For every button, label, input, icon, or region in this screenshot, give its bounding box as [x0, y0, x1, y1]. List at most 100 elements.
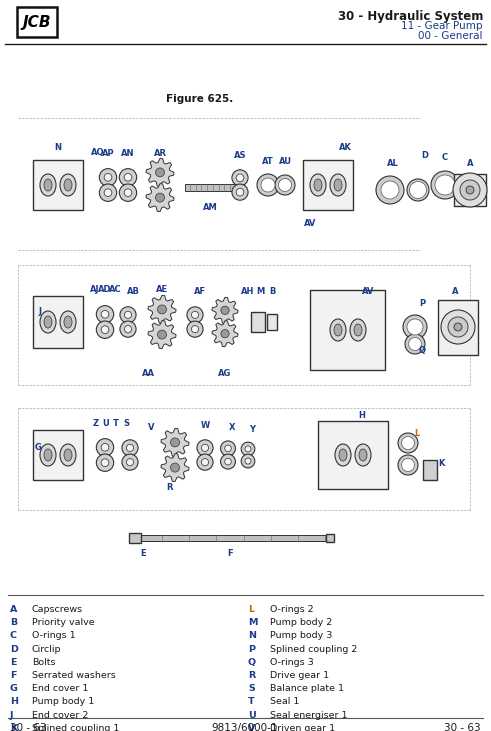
Text: AH: AH — [241, 287, 255, 297]
Circle shape — [119, 169, 136, 186]
Circle shape — [402, 458, 414, 471]
Ellipse shape — [40, 174, 56, 196]
Polygon shape — [161, 454, 189, 482]
Text: Z: Z — [93, 419, 99, 428]
Circle shape — [405, 334, 425, 354]
Text: T: T — [113, 419, 119, 428]
Text: R: R — [248, 671, 255, 680]
Circle shape — [221, 330, 229, 338]
Circle shape — [257, 174, 279, 196]
Text: G: G — [34, 442, 41, 452]
Circle shape — [101, 444, 109, 451]
Circle shape — [453, 173, 487, 207]
Text: 11 - Gear Pump: 11 - Gear Pump — [402, 21, 483, 31]
Text: Serrated washers: Serrated washers — [32, 671, 116, 680]
Text: T: T — [248, 697, 255, 706]
Text: Pump body 1: Pump body 1 — [32, 697, 94, 706]
Circle shape — [191, 325, 198, 333]
Text: F: F — [10, 671, 17, 680]
Circle shape — [232, 170, 248, 186]
Circle shape — [220, 454, 236, 469]
Text: O-rings 2: O-rings 2 — [270, 605, 314, 614]
Circle shape — [376, 176, 404, 204]
Text: AF: AF — [194, 287, 206, 297]
Text: AD: AD — [98, 284, 112, 294]
Circle shape — [221, 306, 229, 314]
Ellipse shape — [60, 174, 76, 196]
Bar — [438, 300, 478, 355]
Circle shape — [448, 317, 468, 337]
Ellipse shape — [64, 179, 72, 191]
Text: Q: Q — [418, 346, 426, 355]
Circle shape — [225, 458, 231, 465]
Circle shape — [96, 306, 114, 323]
Circle shape — [431, 171, 459, 199]
Circle shape — [96, 454, 114, 471]
Ellipse shape — [60, 444, 76, 466]
Text: M: M — [256, 287, 264, 297]
Text: Figure 625.: Figure 625. — [166, 94, 234, 104]
Text: K: K — [438, 458, 444, 468]
Circle shape — [122, 454, 138, 470]
Text: V: V — [248, 724, 255, 731]
Circle shape — [236, 189, 244, 196]
Text: O-rings 3: O-rings 3 — [270, 658, 314, 667]
Circle shape — [99, 184, 117, 201]
Text: P: P — [419, 300, 425, 308]
Circle shape — [104, 173, 112, 181]
Bar — [129, 533, 141, 543]
Circle shape — [245, 446, 251, 452]
Text: M: M — [248, 618, 257, 627]
Circle shape — [241, 442, 255, 455]
Circle shape — [124, 311, 132, 319]
Circle shape — [158, 305, 166, 314]
Circle shape — [191, 311, 198, 319]
Text: L: L — [414, 428, 420, 437]
Ellipse shape — [334, 324, 342, 336]
Text: K: K — [10, 724, 17, 731]
Text: 9813/6000-1: 9813/6000-1 — [212, 723, 278, 731]
Text: Seal 1: Seal 1 — [270, 697, 300, 706]
Circle shape — [119, 184, 136, 201]
Text: Splined coupling 1: Splined coupling 1 — [32, 724, 119, 731]
Circle shape — [398, 433, 418, 453]
Text: C: C — [442, 153, 448, 162]
Text: A: A — [452, 287, 458, 297]
Ellipse shape — [64, 449, 72, 461]
Text: B: B — [269, 287, 275, 297]
Circle shape — [120, 307, 136, 323]
Ellipse shape — [40, 311, 56, 333]
Text: S: S — [123, 419, 129, 428]
Ellipse shape — [44, 449, 52, 461]
Text: G: G — [10, 684, 18, 693]
Text: AL: AL — [387, 159, 399, 167]
Bar — [267, 314, 277, 330]
Text: D: D — [421, 151, 429, 159]
Bar — [33, 160, 83, 210]
Ellipse shape — [40, 444, 56, 466]
Text: 30 - 63: 30 - 63 — [10, 723, 47, 731]
Circle shape — [126, 444, 134, 452]
Text: AV: AV — [304, 219, 316, 227]
Text: AE: AE — [156, 284, 168, 294]
Circle shape — [275, 175, 295, 195]
Polygon shape — [146, 159, 174, 186]
Text: AQ: AQ — [91, 148, 105, 157]
Ellipse shape — [339, 449, 347, 461]
Text: 30 - 63: 30 - 63 — [444, 723, 481, 731]
Circle shape — [409, 181, 427, 199]
Ellipse shape — [359, 449, 367, 461]
Text: A: A — [10, 605, 17, 614]
Circle shape — [225, 445, 231, 452]
Bar — [251, 312, 265, 332]
Bar — [318, 421, 388, 489]
Ellipse shape — [354, 324, 362, 336]
Text: J: J — [38, 308, 42, 317]
Polygon shape — [212, 298, 238, 323]
Text: F: F — [227, 550, 233, 558]
Ellipse shape — [314, 179, 322, 191]
Ellipse shape — [335, 444, 351, 466]
Text: Pump body 3: Pump body 3 — [270, 632, 332, 640]
Circle shape — [245, 458, 251, 464]
Text: A: A — [467, 159, 473, 167]
